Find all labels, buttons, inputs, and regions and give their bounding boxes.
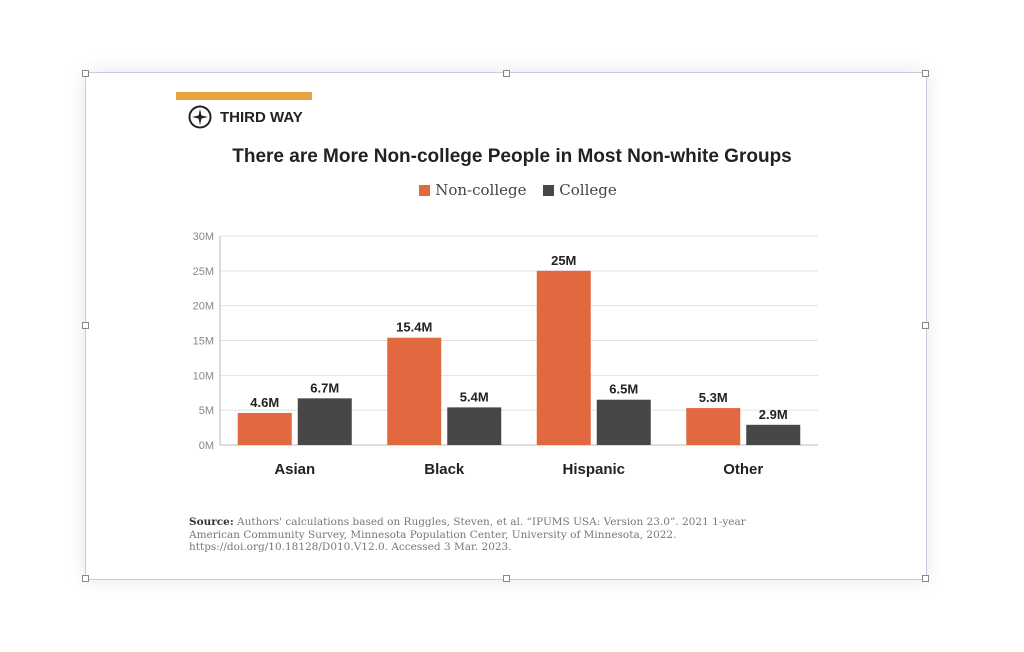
bar-non-college-other xyxy=(686,408,741,445)
legend-swatch-college xyxy=(543,185,555,196)
y-tick-label: 30M xyxy=(193,231,214,243)
data-label: 6.7M xyxy=(310,380,339,395)
source-text: Authors' calculations based on Ruggles, … xyxy=(189,516,746,553)
x-tick-label: Hispanic xyxy=(562,461,625,478)
bar-college-asian xyxy=(297,398,352,445)
data-label: 15.4M xyxy=(396,320,432,335)
y-tick-label: 25M xyxy=(193,266,214,278)
x-tick-label: Other xyxy=(723,461,763,478)
source-note: Source: Authors' calculations based on R… xyxy=(189,516,789,554)
x-tick-label: Black xyxy=(424,461,465,478)
y-tick-label: 5M xyxy=(199,405,214,417)
legend-swatch-non-college xyxy=(419,185,431,196)
y-tick-label: 15M xyxy=(193,336,214,348)
data-label: 5.3M xyxy=(699,390,728,405)
accent-bar xyxy=(176,92,312,100)
data-label: 6.5M xyxy=(609,382,638,397)
resize-handle[interactable] xyxy=(503,575,510,582)
resize-handle[interactable] xyxy=(503,70,510,77)
image-frame xyxy=(85,72,927,580)
data-label: 4.6M xyxy=(250,395,279,410)
legend: Non-college College xyxy=(0,181,1024,199)
legend-label: Non-college xyxy=(435,181,527,199)
bar-non-college-black xyxy=(387,337,442,445)
y-tick-label: 10M xyxy=(193,370,214,382)
compass-icon xyxy=(188,105,212,129)
source-label: Source: xyxy=(189,516,234,528)
resize-handle[interactable] xyxy=(82,322,89,329)
y-tick-label: 20M xyxy=(193,301,214,313)
brand-name: THIRD WAY xyxy=(220,108,303,126)
resize-handle[interactable] xyxy=(82,70,89,77)
bar-non-college-hispanic xyxy=(536,270,591,445)
bar-college-hispanic xyxy=(596,399,651,445)
resize-handle[interactable] xyxy=(82,575,89,582)
resize-handle[interactable] xyxy=(922,575,929,582)
resize-handle[interactable] xyxy=(922,70,929,77)
bar-college-other xyxy=(746,424,801,445)
logo: THIRD WAY xyxy=(188,105,303,129)
legend-label: College xyxy=(559,181,617,199)
data-label: 25M xyxy=(551,253,576,268)
x-tick-label: Asian xyxy=(274,461,315,478)
data-label: 5.4M xyxy=(460,389,489,404)
data-label: 2.9M xyxy=(759,407,788,422)
resize-handle[interactable] xyxy=(922,322,929,329)
y-tick-label: 0M xyxy=(199,440,214,452)
bar-non-college-asian xyxy=(237,412,292,445)
chart-title: There are More Non-college People in Mos… xyxy=(232,146,792,167)
bar-college-black xyxy=(447,407,502,445)
